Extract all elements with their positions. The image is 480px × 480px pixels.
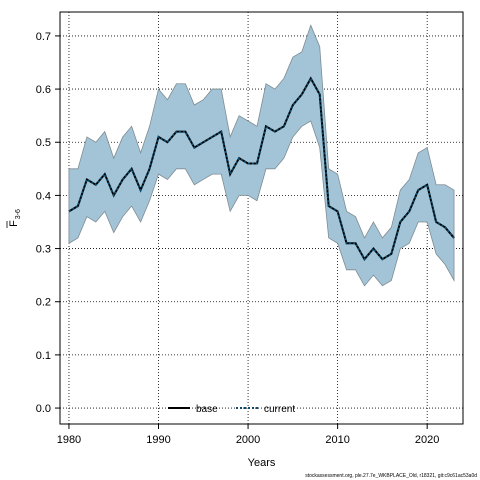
svg-text:F3-6: F3-6	[8, 209, 22, 227]
x-tick-label: 2000	[236, 434, 260, 446]
x-axis: 1980 1990 2000 2010 2020	[57, 424, 439, 446]
x-tick-label: 1980	[57, 434, 81, 446]
x-axis-title: Years	[248, 457, 276, 469]
y-axis-title-sub: 3-6	[15, 209, 22, 219]
y-tick-label: 0.4	[36, 190, 51, 202]
y-tick-label: 0.3	[36, 244, 51, 256]
legend: base current	[168, 404, 295, 415]
y-tick-label: 0.7	[36, 31, 51, 43]
x-tick-label: 2010	[325, 434, 349, 446]
y-tick-label: 0.0	[36, 403, 51, 415]
confidence-band	[68, 24, 455, 287]
y-tick-label: 0.1	[36, 350, 51, 362]
y-tick-label: 0.2	[36, 297, 51, 309]
y-axis: 0.0 0.1 0.2 0.3 0.4 0.5 0.6 0.7	[36, 31, 60, 415]
y-axis-title-main: F	[8, 220, 20, 227]
x-tick-label: 2020	[415, 434, 439, 446]
y-axis-title: F3-6	[6, 209, 22, 228]
legend-label-current: current	[264, 404, 295, 415]
y-tick-label: 0.5	[36, 137, 51, 149]
y-tick-label: 0.6	[36, 84, 51, 96]
plot-frame	[59, 11, 464, 425]
series-line-current	[68, 76, 455, 261]
x-tick-label: 1990	[146, 434, 170, 446]
footer-credit: stockassessment.org, ple.27.7e_WKBPLACE_…	[305, 473, 477, 479]
legend-label-base: base	[196, 404, 218, 415]
